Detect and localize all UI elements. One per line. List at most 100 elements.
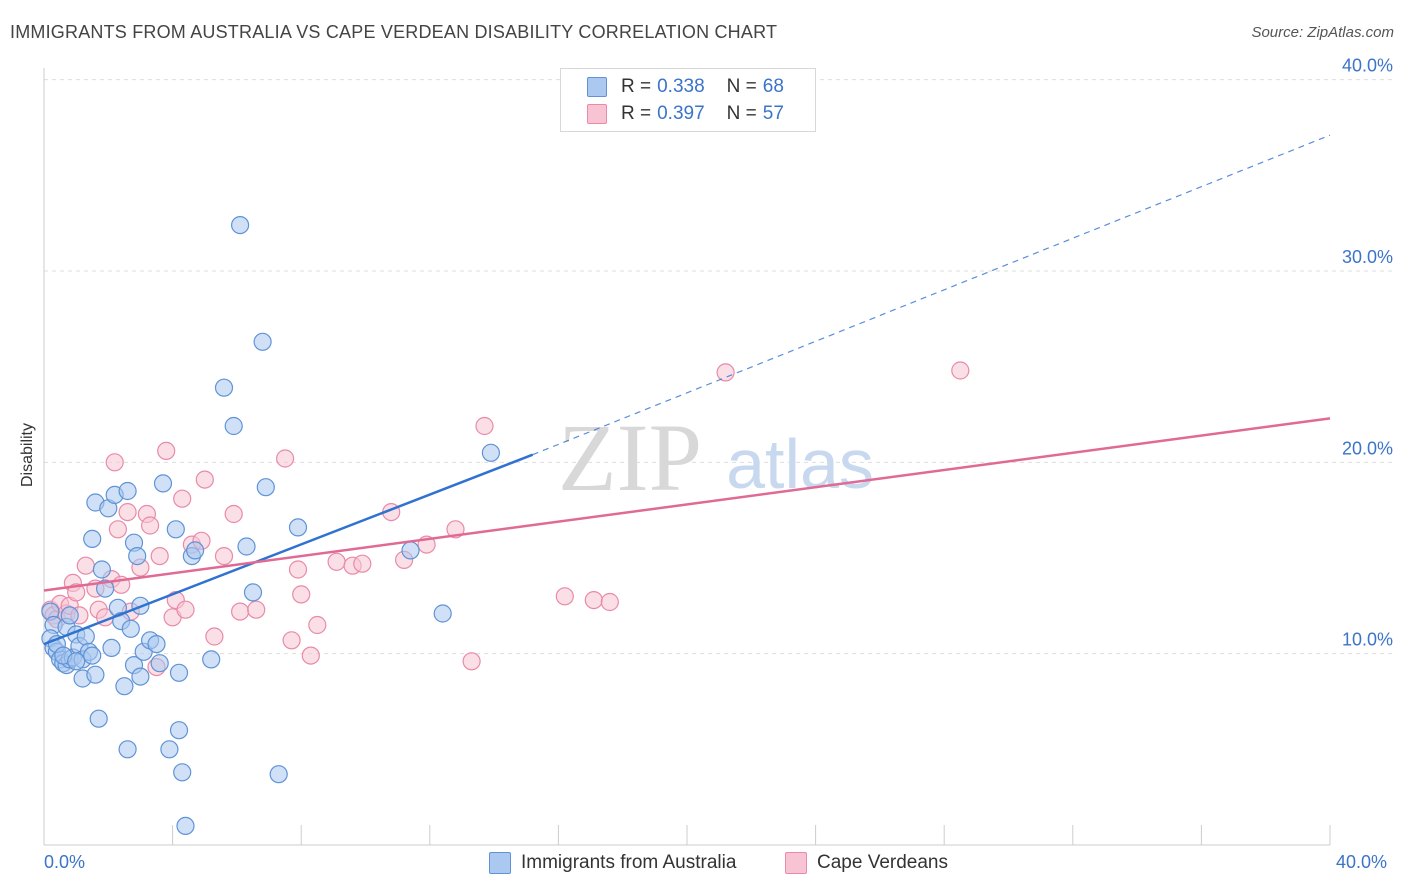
x-tick-label-min: 0.0% <box>44 852 86 872</box>
source-label: Source: ZipAtlas.com <box>1251 24 1394 41</box>
point-australia <box>131 667 150 686</box>
point-cape-verdean <box>276 449 295 468</box>
y-tick-label: 30.0% <box>1342 247 1393 267</box>
legend-r-value: 0.397 <box>657 103 705 124</box>
point-australia <box>86 665 105 684</box>
point-australia <box>128 546 147 566</box>
point-cape-verdean <box>446 520 465 539</box>
point-australia <box>115 677 134 696</box>
watermark: ZIP atlas <box>558 404 874 511</box>
legend-swatch-blue <box>587 77 607 97</box>
y-tick-labels: 10.0% 20.0% 30.0% 40.0% <box>1342 56 1393 650</box>
point-cape-verdean <box>231 602 250 621</box>
watermark-zip: ZIP <box>558 404 702 511</box>
point-australia <box>150 654 169 673</box>
point-cape-verdean <box>716 363 735 382</box>
legend-item-cape-verdeans[interactable]: Cape Verdeans <box>785 852 948 874</box>
point-australia <box>92 560 112 579</box>
point-australia <box>89 709 108 728</box>
point-cape-verdean <box>214 546 234 566</box>
point-cape-verdean <box>76 556 95 575</box>
legend-swatch-pink <box>785 852 807 874</box>
point-australia <box>481 443 500 462</box>
point-australia <box>288 518 308 537</box>
point-cape-verdean <box>173 489 192 508</box>
legend-item-australia[interactable]: Immigrants from Australia <box>489 852 736 874</box>
point-cape-verdean <box>118 502 137 522</box>
point-australia <box>256 478 275 497</box>
point-australia <box>186 541 205 560</box>
point-australia <box>237 537 256 556</box>
point-cape-verdean <box>282 631 301 650</box>
trendlines <box>43 134 1331 646</box>
point-australia <box>67 652 86 671</box>
legend-label-cape-verdeans: Cape Verdeans <box>817 852 948 873</box>
legend-n-value: 68 <box>762 76 784 97</box>
point-cape-verdean <box>157 441 176 460</box>
point-cape-verdean <box>247 600 266 619</box>
point-cape-verdean <box>288 560 308 579</box>
trendline-australia-extension <box>532 134 1331 456</box>
legend-n-value: 57 <box>762 103 784 124</box>
trendline-cape-verdeans <box>43 417 1331 592</box>
point-australia <box>83 646 102 665</box>
point-australia <box>176 816 195 836</box>
trendline-australia <box>43 453 534 646</box>
watermark-atlas: atlas <box>726 425 874 503</box>
point-cape-verdean <box>353 554 372 573</box>
point-cape-verdean <box>176 600 195 619</box>
legend-r-label: R = <box>621 103 652 124</box>
point-australia <box>118 481 137 501</box>
point-cape-verdean <box>475 416 494 436</box>
x-tick-label-max: 40.0% <box>1336 852 1388 872</box>
point-cape-verdean <box>108 520 128 539</box>
point-cape-verdean <box>308 615 327 635</box>
point-australia <box>269 765 288 784</box>
legend-r-label: R = <box>621 76 652 97</box>
point-cape-verdean <box>327 552 346 571</box>
point-cape-verdean <box>67 583 86 602</box>
chart-title: IMMIGRANTS FROM AUSTRALIA VS CAPE VERDEA… <box>10 22 778 42</box>
point-australia <box>102 638 121 658</box>
point-australia <box>121 619 140 638</box>
y-tick-label: 10.0% <box>1342 630 1393 650</box>
point-australia <box>169 721 189 740</box>
point-cape-verdean <box>141 516 160 535</box>
point-australia <box>83 529 102 549</box>
point-cape-verdean <box>555 587 574 606</box>
point-australia <box>214 378 234 397</box>
point-cape-verdean <box>195 470 214 489</box>
point-cape-verdean <box>462 652 481 671</box>
series-cape-verdeans <box>41 361 970 677</box>
point-australia <box>60 606 79 625</box>
point-cape-verdean <box>301 646 320 665</box>
series-legend: Immigrants from Australia Cape Verdeans <box>0 852 1406 878</box>
point-australia <box>169 663 189 682</box>
point-australia <box>160 740 179 759</box>
legend-row-australia: R = 0.338 N = 68 <box>587 75 784 99</box>
legend-n-label: N = <box>726 76 757 97</box>
legend-r-value: 0.338 <box>657 76 705 97</box>
point-australia <box>147 634 166 654</box>
point-cape-verdean <box>951 361 970 380</box>
point-australia <box>253 332 272 351</box>
point-australia <box>166 520 185 539</box>
point-cape-verdean <box>205 627 224 646</box>
point-cape-verdean <box>224 504 243 524</box>
legend-label-australia: Immigrants from Australia <box>521 852 737 873</box>
point-cape-verdean <box>105 453 124 472</box>
point-australia <box>224 416 243 436</box>
point-australia <box>173 763 192 782</box>
y-tick-label: 40.0% <box>1342 56 1393 76</box>
legend-row-cape-verdeans: R = 0.397 N = 57 <box>587 102 784 126</box>
point-australia <box>401 541 420 560</box>
point-australia <box>153 474 173 493</box>
point-australia <box>202 650 221 669</box>
point-cape-verdean <box>600 592 619 612</box>
correlation-legend: R = 0.338 N = 68 R = 0.397 N = 57 <box>560 68 816 132</box>
point-australia <box>433 604 452 623</box>
point-cape-verdean <box>150 546 169 566</box>
legend-n-label: N = <box>726 103 757 124</box>
point-cape-verdean <box>584 590 603 610</box>
